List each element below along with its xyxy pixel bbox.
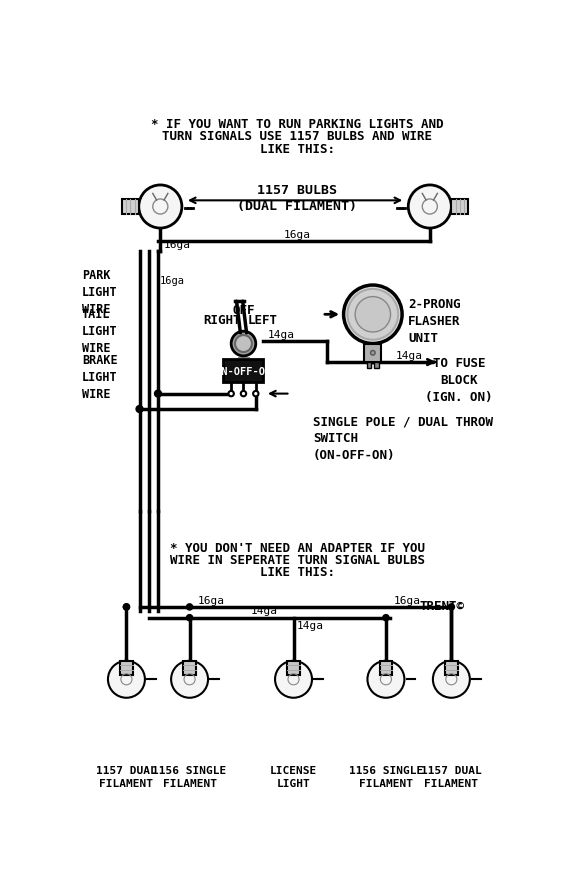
- Text: RIGHT: RIGHT: [203, 314, 241, 326]
- Bar: [451, 199, 468, 215]
- Bar: [224, 359, 264, 383]
- Circle shape: [408, 186, 451, 229]
- Circle shape: [253, 392, 259, 397]
- Text: 14ga: 14ga: [251, 606, 278, 616]
- Circle shape: [187, 604, 193, 611]
- Bar: [374, 363, 379, 369]
- Circle shape: [228, 392, 234, 397]
- Circle shape: [343, 286, 402, 344]
- Text: LIKE THIS:: LIKE THIS:: [260, 566, 335, 578]
- Circle shape: [241, 392, 246, 397]
- Circle shape: [139, 186, 182, 229]
- Text: TAIL
LIGHT
WIRE: TAIL LIGHT WIRE: [82, 308, 117, 354]
- Text: TRENT©: TRENT©: [419, 600, 464, 612]
- Text: 14ga: 14ga: [396, 350, 423, 360]
- Circle shape: [449, 604, 454, 611]
- Circle shape: [383, 615, 389, 621]
- Text: 14ga: 14ga: [297, 620, 324, 630]
- Text: LICENSE
LIGHT: LICENSE LIGHT: [270, 765, 317, 789]
- Circle shape: [367, 661, 404, 698]
- Circle shape: [155, 391, 162, 398]
- Text: 1157 DUAL
FILAMENT: 1157 DUAL FILAMENT: [421, 765, 482, 789]
- Text: BRAKE
LIGHT
WIRE: BRAKE LIGHT WIRE: [82, 353, 117, 401]
- Text: 2-PRONG
FLASHER
UNIT: 2-PRONG FLASHER UNIT: [408, 298, 461, 345]
- Text: 16ga: 16ga: [198, 595, 224, 605]
- Text: 16ga: 16ga: [164, 240, 191, 249]
- Bar: [184, 661, 196, 675]
- Text: OFF: OFF: [232, 303, 254, 316]
- Circle shape: [136, 406, 143, 413]
- Circle shape: [187, 615, 193, 621]
- Text: 1157 DUAL
FILAMENT: 1157 DUAL FILAMENT: [96, 765, 157, 789]
- Circle shape: [275, 661, 312, 698]
- Circle shape: [347, 290, 398, 341]
- Text: LEFT: LEFT: [248, 314, 278, 326]
- Text: * YOU DON'T NEED AN ADAPTER IF YOU: * YOU DON'T NEED AN ADAPTER IF YOU: [170, 542, 425, 555]
- Text: 1156 SINGLE
FILAMENT: 1156 SINGLE FILAMENT: [349, 765, 423, 789]
- Bar: [288, 661, 300, 675]
- Text: ON-OFF-ON: ON-OFF-ON: [216, 367, 271, 376]
- Circle shape: [355, 298, 390, 333]
- Text: 14ga: 14ga: [267, 330, 295, 340]
- Text: TURN SIGNALS USE 1157 BULBS AND WIRE: TURN SIGNALS USE 1157 BULBS AND WIRE: [162, 131, 432, 143]
- Text: 16ga: 16ga: [394, 595, 421, 605]
- Circle shape: [433, 661, 470, 698]
- Circle shape: [231, 332, 256, 357]
- Bar: [364, 344, 381, 363]
- Circle shape: [123, 604, 130, 611]
- Text: WIRE IN SEPERATE TURN SIGNAL BULBS: WIRE IN SEPERATE TURN SIGNAL BULBS: [170, 553, 425, 567]
- Text: PARK
LIGHT
WIRE: PARK LIGHT WIRE: [82, 269, 117, 316]
- Text: SINGLE POLE / DUAL THROW
SWITCH
(ON-OFF-ON): SINGLE POLE / DUAL THROW SWITCH (ON-OFF-…: [313, 415, 493, 462]
- Text: 1157 BULBS
(DUAL FILAMENT): 1157 BULBS (DUAL FILAMENT): [238, 184, 357, 213]
- Text: 16ga: 16ga: [160, 275, 185, 285]
- Circle shape: [123, 604, 130, 611]
- Circle shape: [235, 336, 252, 352]
- Bar: [122, 199, 139, 215]
- Text: * IF YOU WANT TO RUN PARKING LIGHTS AND: * IF YOU WANT TO RUN PARKING LIGHTS AND: [151, 118, 444, 131]
- Bar: [445, 661, 458, 675]
- Bar: [367, 363, 371, 369]
- Text: TO FUSE
BLOCK
(IGN. ON): TO FUSE BLOCK (IGN. ON): [425, 357, 493, 403]
- Text: LIKE THIS:: LIKE THIS:: [260, 143, 335, 156]
- Circle shape: [371, 351, 375, 356]
- Circle shape: [171, 661, 208, 698]
- Bar: [380, 661, 392, 675]
- Text: 16ga: 16ga: [284, 230, 311, 240]
- Circle shape: [108, 661, 145, 698]
- Text: 1156 SINGLE
FILAMENT: 1156 SINGLE FILAMENT: [152, 765, 227, 789]
- Bar: [120, 661, 132, 675]
